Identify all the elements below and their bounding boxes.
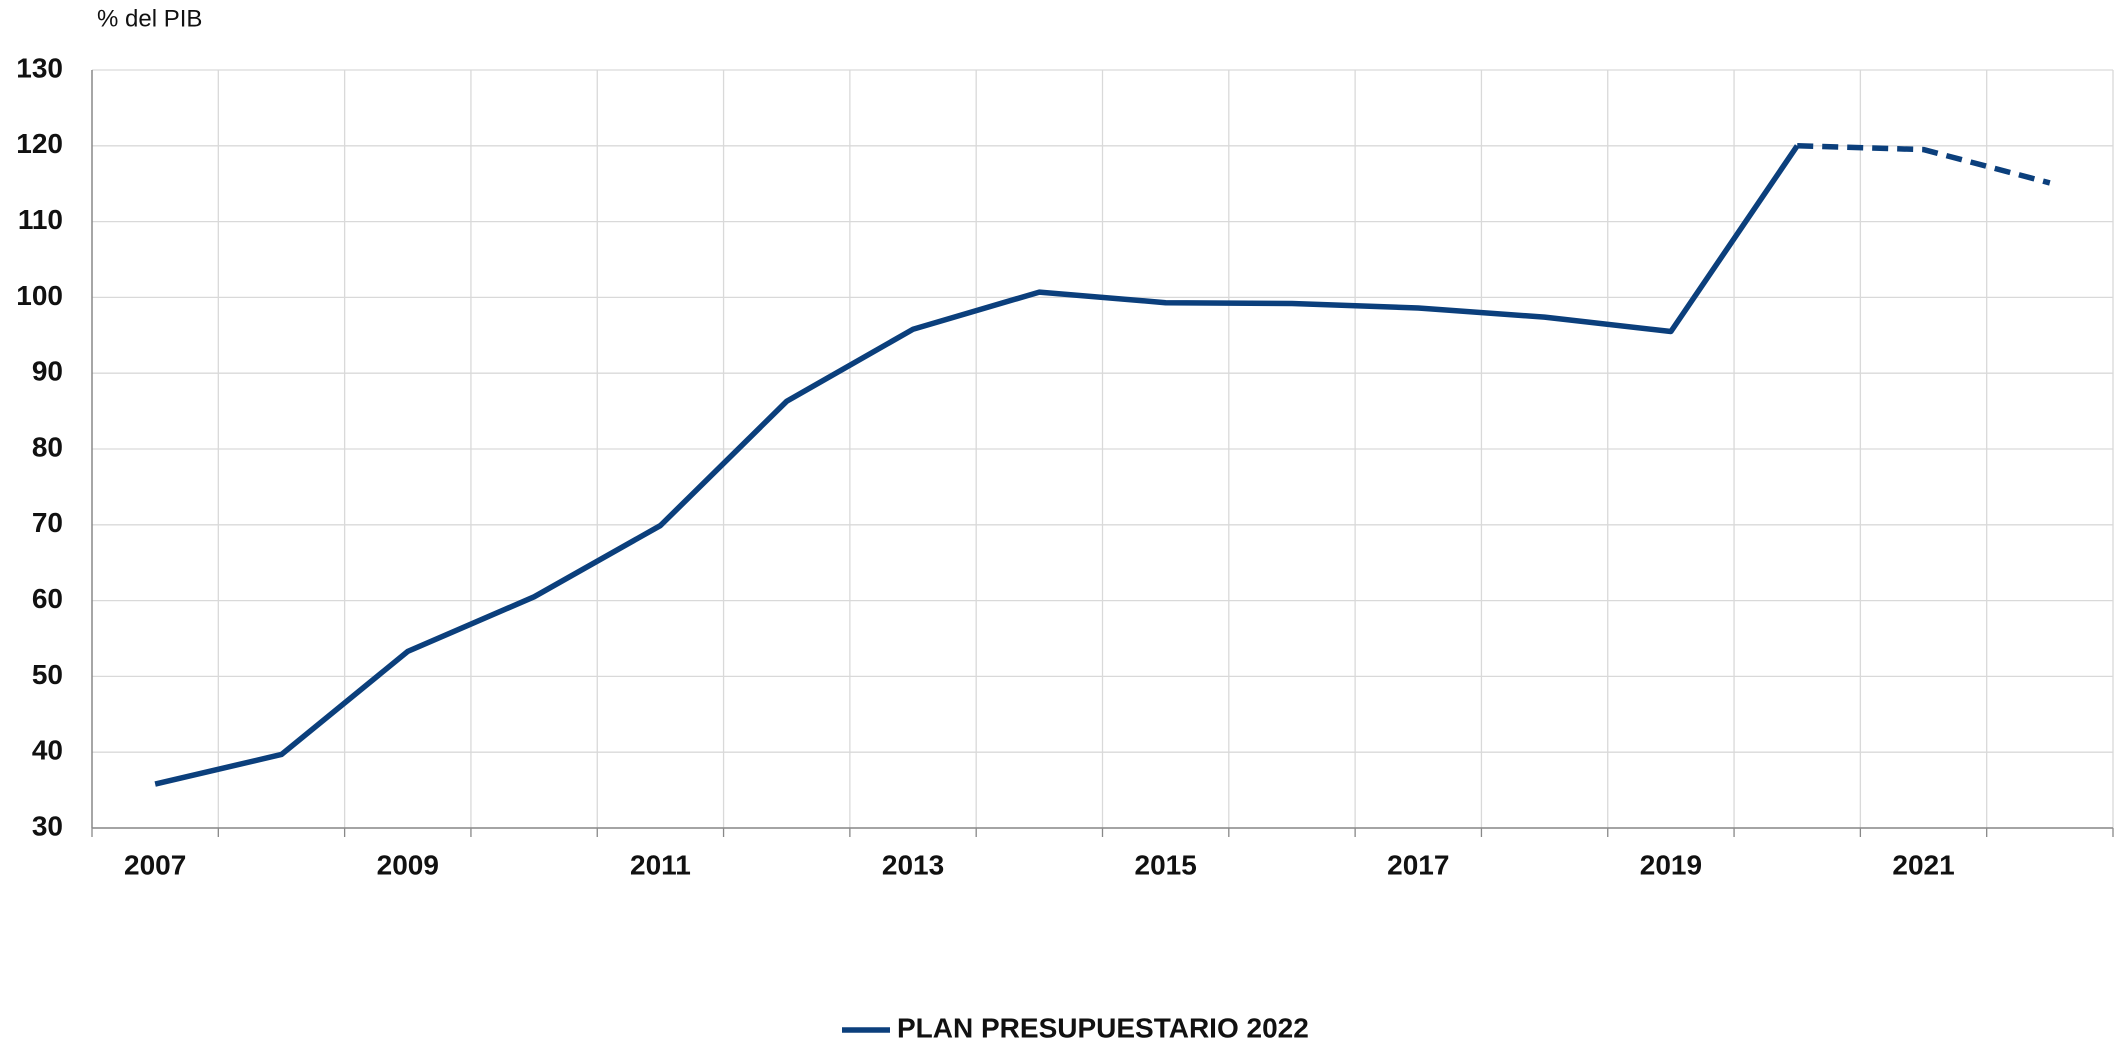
y-tick-label: 120 <box>16 128 63 159</box>
y-tick-label: 30 <box>32 810 63 841</box>
series-line-projection <box>1797 143 2051 186</box>
y-tick-label: 80 <box>32 431 63 462</box>
y-tick-label: 60 <box>32 583 63 614</box>
x-tick-label: 2011 <box>630 849 691 880</box>
y-tick-label: 50 <box>32 659 63 690</box>
series-line <box>154 144 1800 787</box>
y-tick-label: 40 <box>32 735 63 766</box>
y-tick-label: 110 <box>18 204 63 235</box>
x-tick-label: 2015 <box>1135 849 1197 880</box>
y-axis-label: % del PIB <box>97 5 202 32</box>
y-tick-label: 90 <box>32 356 63 387</box>
legend-label: PLAN PRESUPUESTARIO 2022 <box>897 1012 1309 1042</box>
x-tick-label: 2013 <box>882 849 944 880</box>
x-tick-label: 2019 <box>1640 849 1702 880</box>
x-tick-label: 2007 <box>124 849 186 880</box>
y-tick-label: 130 <box>16 52 63 83</box>
y-tick-label: 100 <box>16 280 63 311</box>
x-tick-label: 2009 <box>377 849 439 880</box>
y-tick-label: 70 <box>32 507 63 538</box>
x-tick-label: 2017 <box>1387 849 1449 880</box>
x-tick-label: 2021 <box>1892 849 1954 880</box>
